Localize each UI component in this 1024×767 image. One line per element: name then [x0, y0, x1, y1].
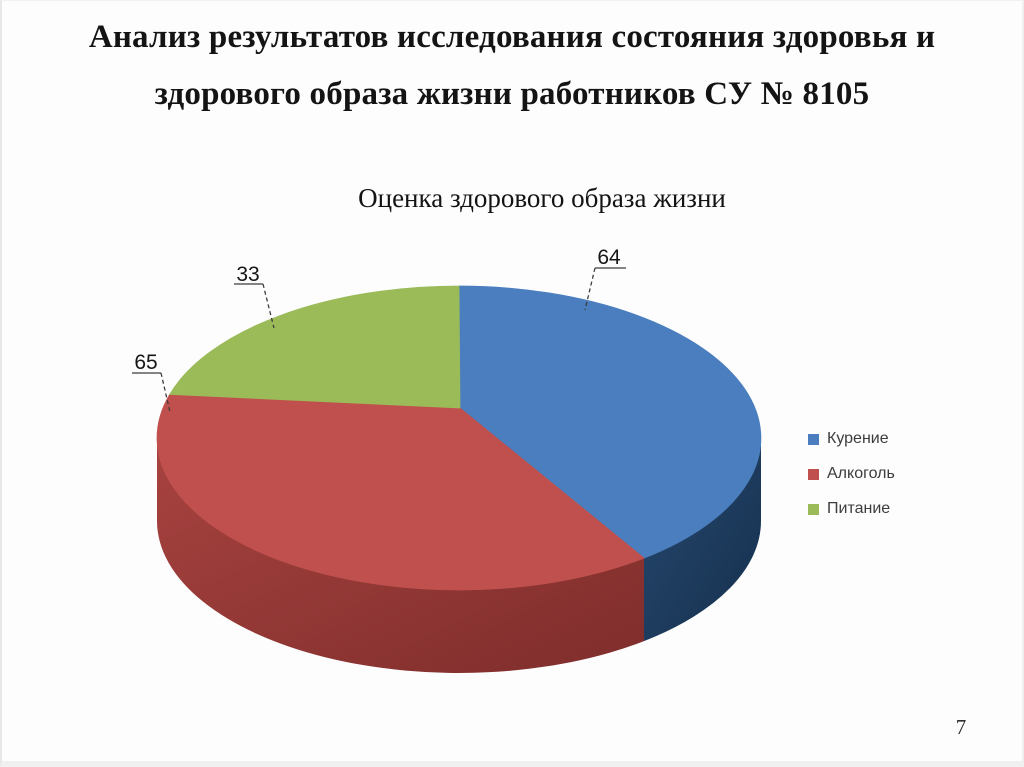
legend-item-0: Курение — [808, 428, 895, 450]
legend-swatch-icon — [808, 468, 819, 480]
page-number: 7 — [955, 715, 967, 739]
leader-line-slant — [584, 267, 596, 311]
data-label-group-0: 64 — [584, 246, 626, 311]
slide-title: Анализ результатов исследования состояни… — [20, 9, 1004, 123]
slide-title-line2: здорового образа жизни работников СУ № 8… — [154, 76, 870, 112]
leader-line-slant — [262, 283, 275, 329]
data-label-value: 33 — [236, 263, 259, 286]
legend-label: Алкоголь — [827, 465, 895, 482]
chart-title: Оценка здорового образа жизни — [358, 183, 726, 213]
data-label-value: 65 — [134, 351, 157, 374]
pie-slice-side-0 — [644, 438, 761, 642]
data-label-group-2: 33 — [234, 263, 275, 329]
slide-title-line1: Анализ результатов исследования состояни… — [88, 19, 936, 55]
legend-item-2: Питание — [808, 498, 895, 520]
legend-item-1: Алкоголь — [808, 463, 895, 485]
pie-slice-1 — [156, 393, 645, 591]
legend-label: Питание — [827, 500, 891, 517]
pie-slice-2 — [169, 285, 461, 409]
data-label-value: 64 — [597, 246, 621, 269]
legend: Курение Алкоголь Питание — [808, 428, 895, 533]
legend-label: Курение — [827, 430, 889, 447]
pie-slice-0 — [458, 285, 762, 559]
legend-swatch-icon — [808, 503, 819, 515]
legend-swatch-icon — [808, 433, 819, 445]
data-label-group-1: 65 — [132, 351, 171, 413]
pie-slice-side-1 — [157, 438, 644, 673]
